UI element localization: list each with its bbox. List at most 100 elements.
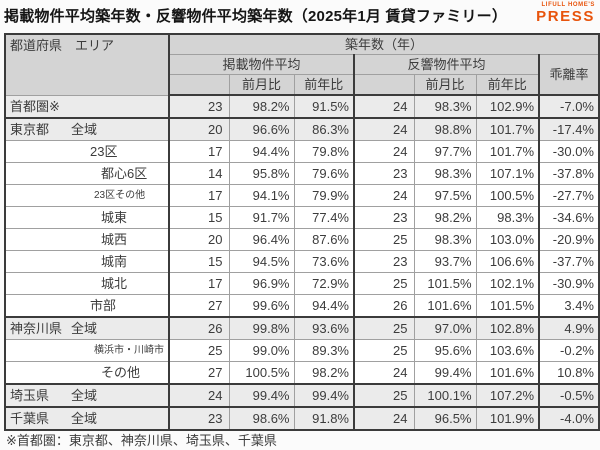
area-cell: 市部 xyxy=(4,294,170,318)
col-header-response-avg: 反響物件平均 xyxy=(353,54,540,75)
value-cell: 25 xyxy=(168,339,230,362)
header-row-1: 都道府県 エリア 築年数（年） xyxy=(4,33,600,96)
value-cell: -37.8% xyxy=(538,162,600,185)
value-cell: -0.2% xyxy=(538,339,600,362)
value-cell: 101.9% xyxy=(475,406,540,431)
region-label: 全域 xyxy=(71,321,98,336)
value-cell: 17 xyxy=(168,140,230,163)
table-row: 横浜市・川崎市 25 99.0% 89.3% 25 95.6% 103.6% -0.2% xyxy=(4,339,600,362)
value-cell: 79.6% xyxy=(293,162,355,185)
prefecture-label: 首都圏※ xyxy=(10,98,60,114)
region-label: 全域 xyxy=(71,388,98,403)
col-header-listed-mom: 前月比 xyxy=(228,74,295,96)
value-cell: 99.4% xyxy=(228,383,295,408)
value-cell: 77.4% xyxy=(293,206,355,229)
table-row: 埼玉県 全域 24 99.4% 99.4% 25 100.1% 107.2% -0.5% xyxy=(4,383,600,408)
value-cell: 101.6% xyxy=(475,361,540,385)
value-cell: 100.1% xyxy=(413,383,477,408)
value-cell: 95.8% xyxy=(228,162,295,185)
value-cell: 101.5% xyxy=(413,272,477,295)
header-row-2: 掲載物件平均 反響物件平均 乖離率 xyxy=(5,54,600,96)
value-cell: 101.7% xyxy=(475,117,540,141)
value-cell: 99.4% xyxy=(293,383,355,408)
value-cell: 98.2% xyxy=(228,94,295,119)
value-cell: -20.9% xyxy=(538,228,600,251)
value-cell: 86.3% xyxy=(293,117,355,141)
value-cell: 100.5% xyxy=(228,361,295,385)
value-cell: 93.6% xyxy=(293,316,355,340)
value-cell: 95.6% xyxy=(413,339,477,362)
logo-brand-main: PRESS xyxy=(536,8,595,25)
area-cell: 城北 xyxy=(4,272,170,295)
area-cell: 23区その他 xyxy=(4,184,170,207)
value-cell: 94.1% xyxy=(228,184,295,207)
value-cell: 23 xyxy=(353,162,415,185)
table-row: 首都圏※ 23 98.2% 91.5% 24 98.3% 102.9% -7.0% xyxy=(4,94,600,119)
table-row: 城北 17 96.9% 72.9% 25 101.5% 102.1% -30.9% xyxy=(4,272,600,295)
col-header-divergence: 乖離率 xyxy=(538,54,600,96)
value-cell: 98.3% xyxy=(475,206,540,229)
value-cell: -0.5% xyxy=(538,383,600,408)
value-cell: 79.9% xyxy=(293,184,355,207)
area-cell: 城南 xyxy=(4,250,170,273)
value-cell: 25 xyxy=(353,272,415,295)
value-cell: 93.7% xyxy=(413,250,477,273)
prefecture-label: 千葉県 xyxy=(10,411,50,426)
table-row: 都心6区 14 95.8% 79.6% 23 98.3% 107.1% -37.8% xyxy=(4,162,600,185)
value-cell: 15 xyxy=(168,250,230,273)
area-cell: 横浜市・川崎市 xyxy=(4,339,170,362)
value-cell: 24 xyxy=(353,140,415,163)
prefecture-label: 東京都 xyxy=(10,122,50,137)
value-cell: 79.8% xyxy=(293,140,355,163)
value-cell: 98.3% xyxy=(413,94,477,119)
value-cell: 99.8% xyxy=(228,316,295,340)
value-cell: 27 xyxy=(168,361,230,385)
value-cell: 25 xyxy=(353,316,415,340)
value-cell: 24 xyxy=(353,117,415,141)
value-cell: 23 xyxy=(353,206,415,229)
value-cell: 107.2% xyxy=(475,383,540,408)
value-cell: 24 xyxy=(353,184,415,207)
area-cell: 都心6区 xyxy=(4,162,170,185)
col-header-listed-yoy: 前年比 xyxy=(293,74,355,96)
col-header-response-value-spacer xyxy=(353,74,415,96)
press-logo: LIFULL HOME'S PRESS xyxy=(536,2,595,24)
area-cell: 23区 xyxy=(4,140,170,163)
value-cell: 3.4% xyxy=(538,294,600,318)
value-cell: 107.1% xyxy=(475,162,540,185)
value-cell: 91.8% xyxy=(293,406,355,431)
value-cell: 97.5% xyxy=(413,184,477,207)
table-row: 神奈川県 全域 26 99.8% 93.6% 25 97.0% 102.8% 4.9% xyxy=(4,316,600,340)
value-cell: 106.6% xyxy=(475,250,540,273)
value-cell: 73.6% xyxy=(293,250,355,273)
value-cell: 98.6% xyxy=(228,406,295,431)
area-cell: 千葉県 全域 xyxy=(4,406,170,431)
table-row: その他 27 100.5% 98.2% 24 99.4% 101.6% 10.8% xyxy=(4,361,600,385)
age-table: 都道府県 エリア 築年数（年） 掲載物件平均 反響物件平均 乖離率 前月比 前年… xyxy=(4,33,600,431)
value-cell: 94.4% xyxy=(228,140,295,163)
value-cell: 103.0% xyxy=(475,228,540,251)
value-cell: 98.2% xyxy=(293,361,355,385)
footnote: ※首都圏：東京都、神奈川県、埼玉県、千葉県 xyxy=(6,433,277,448)
value-cell: 98.3% xyxy=(413,162,477,185)
value-cell: 91.7% xyxy=(228,206,295,229)
value-cell: 25 xyxy=(353,228,415,251)
value-cell: 15 xyxy=(168,206,230,229)
value-cell: 20 xyxy=(168,228,230,251)
value-cell: 91.5% xyxy=(293,94,355,119)
value-cell: 101.5% xyxy=(475,294,540,318)
value-cell: 96.5% xyxy=(413,406,477,431)
value-cell: 98.8% xyxy=(413,117,477,141)
value-cell: 98.3% xyxy=(413,228,477,251)
value-cell: 87.6% xyxy=(293,228,355,251)
value-cell: 25 xyxy=(353,383,415,408)
table-row: 23区 17 94.4% 79.8% 24 97.7% 101.7% -30.0% xyxy=(4,140,600,163)
prefecture-label: 埼玉県 xyxy=(10,388,50,403)
value-cell: 94.5% xyxy=(228,250,295,273)
value-cell: 27 xyxy=(168,294,230,318)
value-cell: 97.7% xyxy=(413,140,477,163)
value-cell: 96.6% xyxy=(228,117,295,141)
value-cell: 103.6% xyxy=(475,339,540,362)
value-cell: -30.9% xyxy=(538,272,600,295)
region-label: 全域 xyxy=(71,122,98,137)
